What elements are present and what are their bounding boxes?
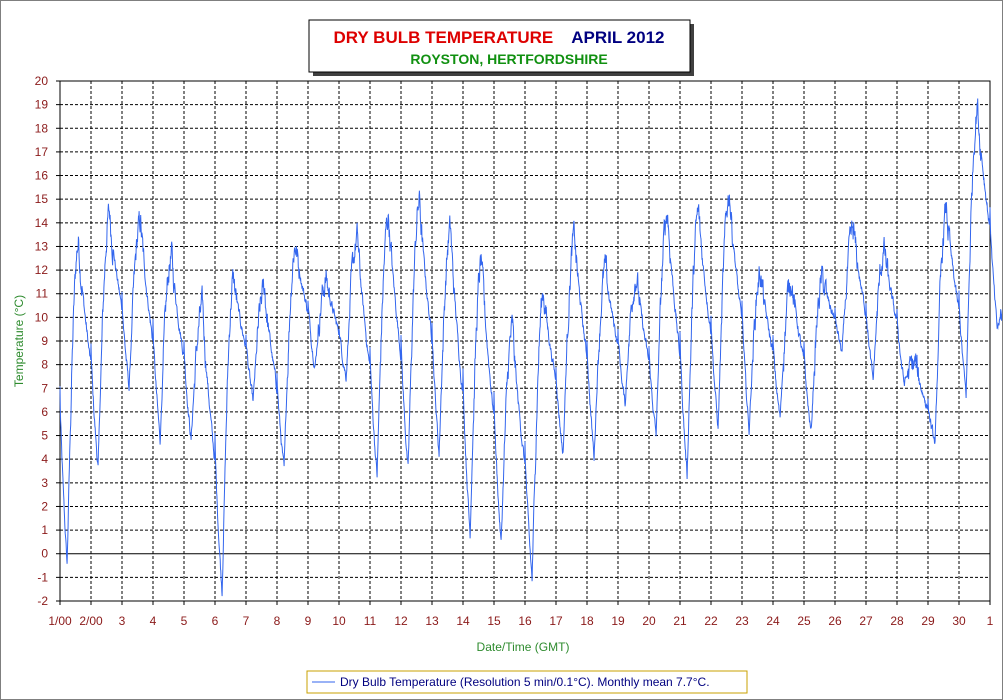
x-tick-label: 4 xyxy=(150,614,157,628)
y-axis-title: Temperature (°C) xyxy=(12,295,26,387)
y-tick-label: 10 xyxy=(35,310,49,324)
x-tick-label: 29 xyxy=(921,614,935,628)
x-tick-label: 1/00 xyxy=(48,614,72,628)
x-tick-label: 13 xyxy=(425,614,439,628)
x-tick-label: 17 xyxy=(549,614,563,628)
y-tick-label: 13 xyxy=(35,239,49,253)
y-tick-label: 11 xyxy=(36,287,49,301)
x-tick-label: 11 xyxy=(364,614,377,628)
x-tick-label: 6 xyxy=(212,614,219,628)
x-tick-label: 30 xyxy=(952,614,966,628)
y-tick-label: 19 xyxy=(35,98,49,112)
gridlines xyxy=(60,81,990,601)
chart-title-period: APRIL 2012 xyxy=(571,28,664,47)
x-tick-label: 3 xyxy=(119,614,126,628)
x-axis-ticks: 1/00 2/00 3 4 5 6 7 8 9 10 11 12 13 14 15 16 17 18 19 20 21 2… xyxy=(48,601,994,628)
x-tick-label: 23 xyxy=(735,614,749,628)
x-axis-title: Date/Time (GMT) xyxy=(477,640,570,654)
x-tick-label: 7 xyxy=(243,614,250,628)
title-box: DRY BULB TEMPERATURE APRIL 2012 ROYSTON, … xyxy=(308,19,694,76)
x-tick-label: 8 xyxy=(274,614,281,628)
x-tick-label: 2/00 xyxy=(79,614,103,628)
x-tick-label: 21 xyxy=(673,614,687,628)
y-tick-label: 14 xyxy=(35,216,49,230)
y-tick-label: 12 xyxy=(35,263,49,277)
x-tick-label: 26 xyxy=(828,614,842,628)
x-tick-label: 27 xyxy=(859,614,873,628)
y-tick-label: 17 xyxy=(35,145,49,159)
y-tick-label: 4 xyxy=(41,452,48,466)
x-tick-label: 9 xyxy=(305,614,312,628)
chart-title-parameter: DRY BULB TEMPERATURE xyxy=(334,28,554,47)
x-tick-label: 16 xyxy=(518,614,532,628)
y-tick-label: 18 xyxy=(35,121,49,135)
dry-bulb-temperature-line xyxy=(59,98,1002,597)
x-tick-label: 24 xyxy=(766,614,780,628)
x-tick-label: 15 xyxy=(487,614,501,628)
legend: Dry Bulb Temperature (Resolution 5 min/0… xyxy=(306,670,748,694)
x-tick-label: 25 xyxy=(797,614,811,628)
y-tick-label: 0 xyxy=(41,547,48,561)
x-tick-label: 28 xyxy=(890,614,904,628)
chart-subtitle: ROYSTON, HERTFORDSHIRE xyxy=(410,51,607,67)
y-tick-label: 6 xyxy=(41,405,48,419)
y-tick-label: 8 xyxy=(41,358,48,372)
x-tick-label: 18 xyxy=(580,614,594,628)
x-tick-label: 10 xyxy=(332,614,346,628)
y-tick-label: 1 xyxy=(41,523,48,537)
y-tick-label: 7 xyxy=(41,381,48,395)
x-tick-label: 5 xyxy=(181,614,188,628)
y-tick-label: 9 xyxy=(41,334,48,348)
y-tick-label: -2 xyxy=(37,594,48,608)
y-tick-label: 15 xyxy=(35,192,49,206)
legend-entry: Dry Bulb Temperature (Resolution 5 min/0… xyxy=(340,675,710,689)
y-tick-label: 3 xyxy=(41,476,48,490)
y-tick-label: 2 xyxy=(41,499,48,513)
y-tick-label: 20 xyxy=(35,74,49,88)
x-tick-label: 20 xyxy=(642,614,656,628)
x-tick-label: 14 xyxy=(456,614,470,628)
x-tick-label: 1 xyxy=(987,614,994,628)
y-tick-label: 16 xyxy=(35,169,49,183)
x-tick-label: 12 xyxy=(394,614,408,628)
x-tick-label: 22 xyxy=(704,614,718,628)
y-tick-label: -1 xyxy=(37,570,48,584)
x-tick-label: 19 xyxy=(611,614,625,628)
y-tick-label: 5 xyxy=(41,429,48,443)
